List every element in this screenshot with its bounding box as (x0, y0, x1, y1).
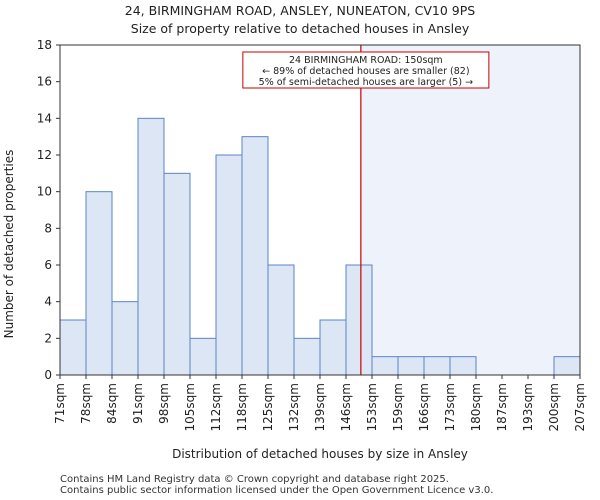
x-tick-label: 84sqm (105, 383, 119, 424)
x-tick-label: 118sqm (235, 383, 249, 431)
y-tick-label: 4 (44, 295, 52, 309)
x-tick-label: 173sqm (443, 383, 457, 431)
y-tick-label: 2 (44, 331, 52, 345)
y-axis-label: Number of detached properties (2, 150, 16, 339)
x-tick-label: 139sqm (313, 383, 327, 431)
chart-subtitle: Size of property relative to detached ho… (130, 21, 470, 36)
annotation-line-1: 24 BIRMINGHAM ROAD: 150sqm (289, 55, 443, 66)
x-tick-label: 91sqm (131, 383, 145, 424)
x-axis-label: Distribution of detached houses by size … (172, 447, 468, 461)
annotation-line-3: 5% of semi-detached houses are larger (5… (259, 77, 473, 88)
x-tick-label: 187sqm (495, 383, 509, 431)
bar-200sqm (553, 356, 581, 376)
bar-132sqm (293, 337, 321, 376)
x-tick-label: 200sqm (547, 383, 561, 431)
y-tick-label: 12 (37, 148, 52, 162)
bar-105sqm (189, 337, 217, 376)
bar-146sqm (345, 264, 373, 376)
bar-84sqm (111, 301, 139, 376)
y-tick-label: 8 (44, 221, 52, 235)
y-tick-label: 16 (37, 75, 52, 89)
bar-78sqm (85, 191, 113, 376)
x-tick-label: 112sqm (209, 383, 223, 431)
annotation-box (242, 51, 490, 89)
x-tick-label: 71sqm (53, 383, 67, 424)
bar-125sqm (267, 264, 295, 376)
bar-159sqm (397, 356, 425, 376)
y-tick-label: 6 (44, 258, 52, 272)
footer-line-2: Contains public sector information licen… (60, 485, 494, 496)
y-tick-label: 10 (37, 185, 52, 199)
x-tick-label: 132sqm (287, 383, 301, 431)
bar-91sqm (137, 117, 165, 376)
x-tick-label: 180sqm (469, 383, 483, 431)
x-tick-label: 125sqm (261, 383, 275, 431)
larger-region-shade (360, 45, 580, 375)
bar-98sqm (163, 172, 191, 376)
y-tick-label: 14 (37, 111, 52, 125)
x-tick-label: 105sqm (183, 383, 197, 431)
chart-title: 24, BIRMINGHAM ROAD, ANSLEY, NUNEATON, C… (124, 3, 476, 18)
x-tick-label: 166sqm (417, 383, 431, 431)
x-tick-label: 193sqm (521, 383, 535, 431)
bar-71sqm (59, 319, 87, 376)
x-tick-label: 153sqm (365, 383, 379, 431)
bar-153sqm (371, 356, 399, 376)
footer-line-1: Contains HM Land Registry data © Crown c… (60, 474, 449, 485)
x-tick-label: 159sqm (391, 383, 405, 431)
bar-118sqm (241, 136, 269, 376)
x-tick-label: 78sqm (79, 383, 93, 424)
annotation-line-2: ← 89% of detached houses are smaller (82… (262, 66, 469, 77)
bar-173sqm (449, 356, 477, 376)
x-tick-label: 146sqm (339, 383, 353, 431)
bar-166sqm (423, 356, 451, 376)
bar-112sqm (215, 154, 243, 376)
x-tick-label: 207sqm (573, 383, 587, 431)
bar-139sqm (319, 319, 347, 376)
y-tick-label: 18 (37, 38, 52, 52)
y-tick-label: 0 (44, 368, 52, 382)
x-tick-label: 98sqm (157, 383, 171, 424)
